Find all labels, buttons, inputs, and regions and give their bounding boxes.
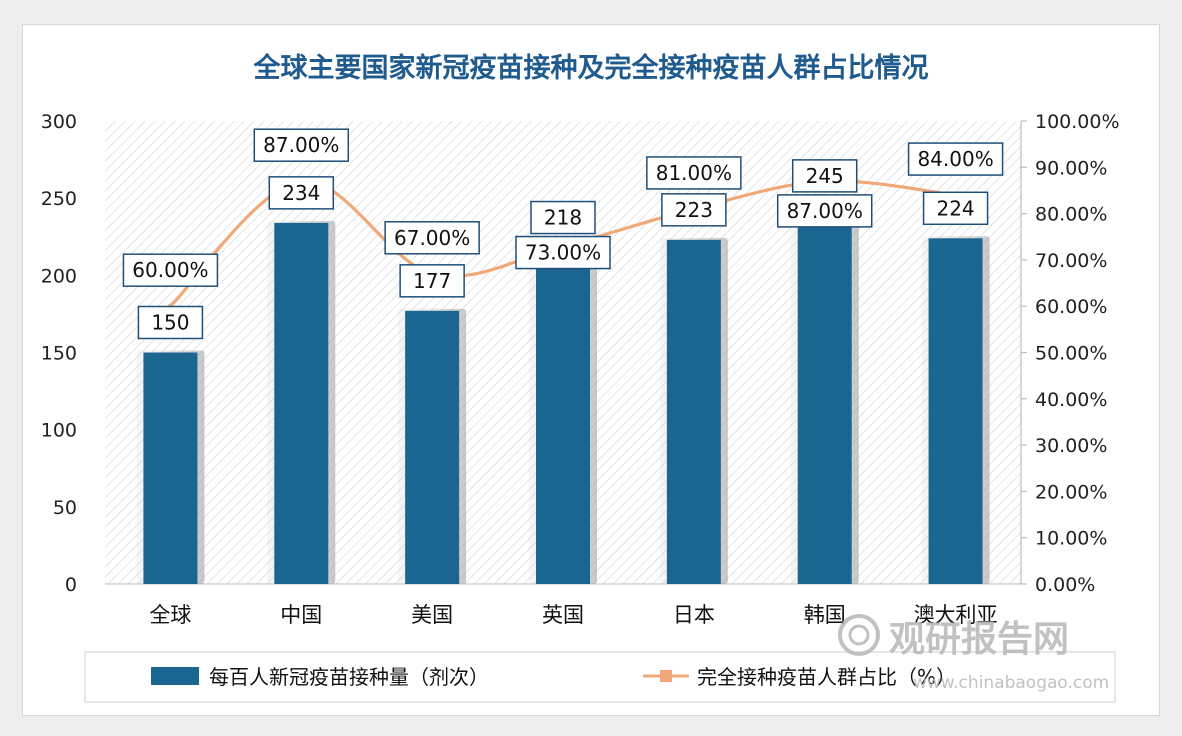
data-label-text: 60.00% [132, 258, 208, 282]
bar-series [136, 203, 990, 585]
data-label-box [530, 200, 596, 235]
data-label: 81.00% [646, 156, 742, 190]
left-tick-label: 100 [41, 420, 77, 442]
data-label-text: 223 [675, 198, 713, 222]
data-labels: 150 60.00% 234 87.00% 177 67.00% 218 73.00% 223 8… [122, 128, 1004, 340]
right-tick-label: 20.00% [1035, 481, 1107, 503]
category-label: 韩国 [804, 603, 846, 627]
legend-bar-label: 每百人新冠疫苗接种量（剂次） [209, 665, 489, 689]
right-tick-label: 70.00% [1035, 250, 1107, 272]
right-tick-label: 30.00% [1035, 435, 1107, 457]
data-label: 234 [268, 176, 335, 210]
chart-svg: 全球主要国家新冠疫苗接种及完全接种疫苗人群占比情况 0 50 100 150 200 25… [41, 52, 1120, 703]
left-tick-label: 50 [53, 497, 77, 519]
right-tick-label: 100.00% [1035, 111, 1120, 133]
data-label-text: 224 [936, 196, 974, 220]
right-tick-label: 40.00% [1035, 389, 1107, 411]
data-label-text: 177 [413, 269, 451, 293]
data-label-text: 73.00% [525, 241, 601, 265]
category-label: 美国 [411, 603, 453, 627]
left-tick-label: 200 [41, 265, 77, 287]
data-label-text: 218 [544, 206, 582, 230]
data-label-text: 87.00% [263, 133, 339, 157]
right-tick-label: 0.00% [1035, 574, 1095, 596]
left-tick-label: 150 [41, 343, 77, 365]
category-label: 日本 [673, 603, 715, 627]
data-label-box [253, 128, 350, 162]
data-label-text: 234 [282, 181, 320, 205]
data-label-text: 81.00% [656, 161, 732, 185]
data-label: 150 [137, 305, 204, 340]
data-label-box [776, 194, 873, 228]
data-label-box [268, 176, 335, 210]
data-label: 223 [661, 193, 727, 227]
legend-line-label: 完全接种疫苗人群占比（%） [697, 665, 956, 689]
data-label-box [137, 305, 204, 340]
watermark-logo-icon [838, 614, 880, 656]
data-label: 224 [922, 191, 989, 226]
watermark-url: www.chinabaogao.com [913, 673, 1109, 693]
chart-title: 全球主要国家新冠疫苗接种及完全接种疫苗人群占比情况 [253, 52, 929, 84]
left-tick-label: 0 [65, 574, 77, 596]
data-label-box [515, 235, 611, 270]
category-label: 全球 [149, 603, 191, 627]
bar [666, 239, 721, 584]
legend-bar-swatch [151, 667, 199, 685]
watermark: 观研报告网 www.chinabaogao.com [838, 614, 1109, 693]
bar [928, 238, 983, 584]
bar [797, 205, 852, 584]
right-tick-label: 80.00% [1035, 204, 1107, 226]
right-tick-label: 60.00% [1035, 296, 1107, 318]
data-label: 245 [791, 159, 858, 193]
data-label: 87.00% [776, 194, 873, 228]
data-label-text: 150 [151, 311, 189, 335]
data-label: 73.00% [515, 235, 611, 270]
legend-line-marker [660, 670, 672, 682]
left-tick-label: 300 [41, 111, 77, 133]
legend: 每百人新冠疫苗接种量（剂次） 完全接种疫苗人群占比（%） [84, 651, 1116, 703]
legend-box [84, 651, 1116, 703]
data-label-box [399, 264, 465, 298]
bar [405, 310, 460, 584]
data-label-text: 67.00% [394, 226, 470, 250]
data-label: 67.00% [384, 221, 480, 255]
data-label-text: 87.00% [787, 199, 863, 223]
data-label-box [384, 221, 480, 255]
bar [536, 247, 590, 584]
bar [274, 222, 329, 585]
category-label: 中国 [280, 603, 322, 627]
left-tick-label: 250 [41, 188, 77, 210]
data-label-box [907, 142, 1004, 176]
data-label-box [646, 156, 742, 190]
category-axis: 全球 中国 美国 英国 日本 韩国 澳大利亚 [149, 603, 997, 627]
data-label-box [922, 191, 989, 226]
data-label-box [661, 193, 727, 227]
data-label: 87.00% [253, 128, 350, 162]
data-label: 218 [530, 200, 596, 235]
watermark-text: 观研报告网 [889, 619, 1069, 660]
right-tick-label: 90.00% [1035, 157, 1107, 179]
data-label-text: 84.00% [917, 147, 993, 171]
data-label-box [122, 253, 219, 287]
chart-card: 全球主要国家新冠疫苗接种及完全接种疫苗人群占比情况 0 50 100 150 200 25… [22, 24, 1160, 716]
right-tick-label: 10.00% [1035, 528, 1107, 550]
data-label: 84.00% [907, 142, 1004, 176]
category-label: 澳大利亚 [914, 603, 998, 627]
right-y-axis: 0.00% 10.00% 20.00% 30.00% 40.00% 50.00% 60.00… [1020, 111, 1120, 596]
category-label: 英国 [542, 603, 584, 627]
bar [143, 352, 198, 584]
data-label-text: 245 [806, 164, 844, 188]
data-label: 177 [399, 264, 465, 298]
left-y-axis: 0 50 100 150 200 250 300 [41, 111, 1021, 596]
data-label-box [791, 159, 858, 193]
data-label: 60.00% [122, 253, 219, 287]
right-tick-label: 50.00% [1035, 343, 1107, 365]
